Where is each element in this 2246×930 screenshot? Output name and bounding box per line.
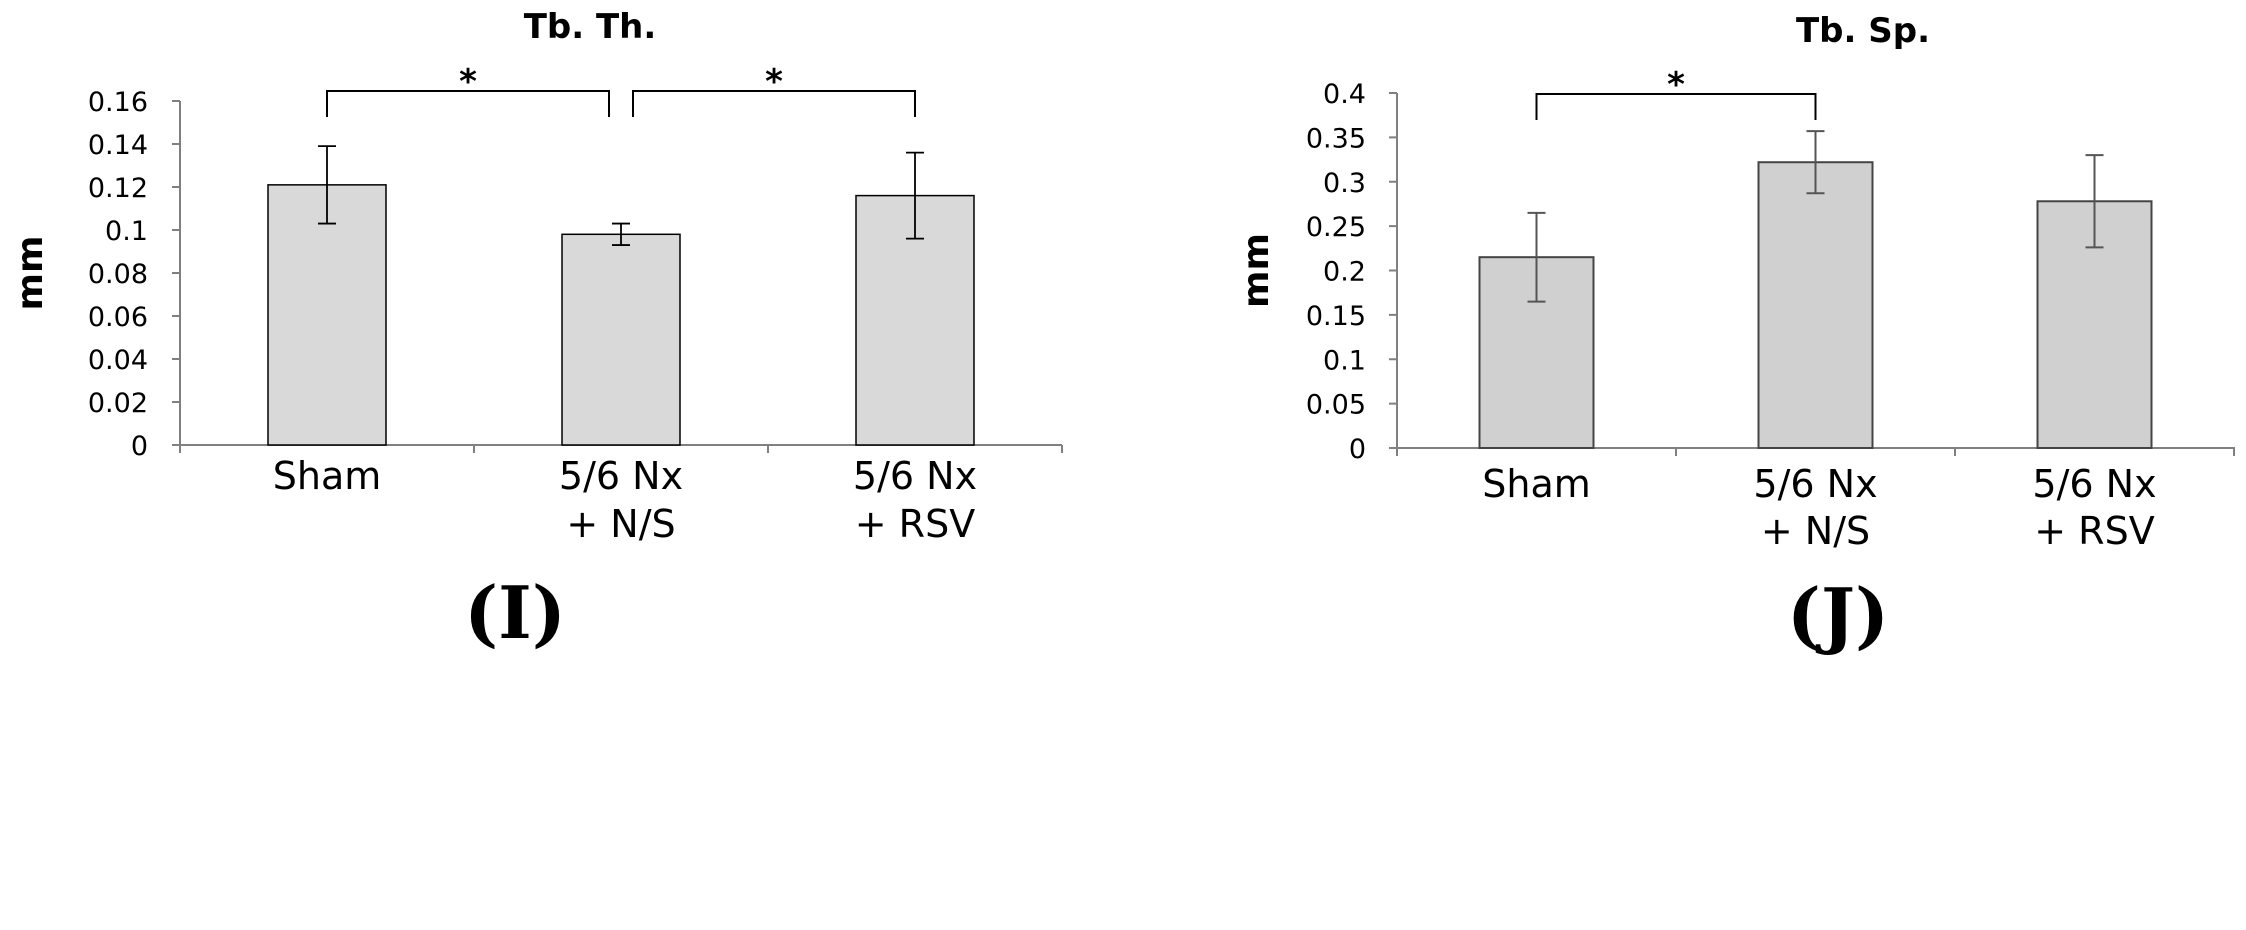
y-tick-label: 0.05 bbox=[1306, 390, 1366, 421]
chart-tb-th: Tb. Th. mm 0 0.02 0.04 0.06 0.08 0.1 0.12 0.14 0.1… bbox=[10, 7, 1063, 655]
bar bbox=[561, 233, 681, 446]
y-tick-label: 0.08 bbox=[88, 259, 148, 290]
bar bbox=[1757, 161, 1874, 449]
y-tick-label: 0.16 bbox=[88, 87, 148, 118]
y-tick-label: 0.14 bbox=[88, 130, 148, 161]
y-tick-label: 0.12 bbox=[88, 173, 148, 204]
panel-label: (I) bbox=[464, 570, 566, 655]
y-tick-label: 0.35 bbox=[1306, 123, 1366, 154]
y-axis-label: mm bbox=[10, 235, 51, 310]
significance-star: * bbox=[765, 62, 783, 102]
y-tick-label: 0.1 bbox=[1323, 345, 1366, 376]
x-tick-label: 5/6 Nx bbox=[2032, 462, 2156, 506]
x-tick-label: + N/S bbox=[1761, 509, 1870, 553]
x-tick-label: 5/6 Nx bbox=[1753, 462, 1877, 506]
significance-star: * bbox=[459, 62, 477, 102]
y-tick-label: 0.4 bbox=[1323, 79, 1366, 110]
bar bbox=[267, 184, 387, 446]
x-tick-label: Sham bbox=[273, 454, 382, 498]
y-tick-label: 0.06 bbox=[88, 302, 148, 333]
x-tick-label: + RSV bbox=[855, 502, 975, 546]
y-tick-label: 0.15 bbox=[1306, 301, 1366, 332]
y-axis-label: mm bbox=[1236, 233, 1277, 308]
y-tick-label: 0 bbox=[1349, 434, 1366, 465]
y-tick-label: 0.3 bbox=[1323, 168, 1366, 199]
significance-star: * bbox=[1667, 65, 1685, 105]
x-tick-label: + N/S bbox=[566, 502, 675, 546]
x-tick-label: Sham bbox=[1482, 462, 1591, 506]
significance-bracket bbox=[1535, 93, 1817, 120]
y-tick-label: 0.25 bbox=[1306, 212, 1366, 243]
y-tick-label: 0 bbox=[131, 431, 148, 462]
y-tick-label: 0.2 bbox=[1323, 257, 1366, 288]
y-tick-label: 0.02 bbox=[88, 388, 148, 419]
y-tick-label: 0.04 bbox=[88, 345, 148, 376]
chart-tb-sp: Tb. Sp. mm 0 0.05 0.1 0.15 0.2 0.25 0.3 0.35 0.4 Sh… bbox=[1236, 11, 2235, 657]
x-tick-label: + RSV bbox=[2034, 509, 2154, 553]
panel-label: (J) bbox=[1787, 572, 1889, 657]
x-tick-label: 5/6 Nx bbox=[853, 454, 977, 498]
chart-title: Tb. Th. bbox=[524, 7, 657, 47]
chart-title: Tb. Sp. bbox=[1796, 11, 1930, 51]
significance-bracket bbox=[326, 90, 610, 117]
x-tick-label: 5/6 Nx bbox=[559, 454, 683, 498]
y-tick-label: 0.1 bbox=[105, 216, 148, 247]
significance-bracket bbox=[632, 90, 916, 117]
